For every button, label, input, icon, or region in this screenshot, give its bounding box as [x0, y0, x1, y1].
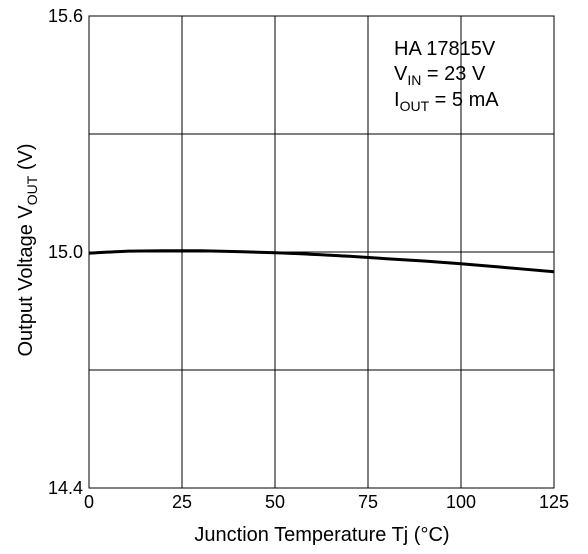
annotation-model: HA 17815V: [394, 38, 496, 60]
x-tick-label: 25: [172, 492, 192, 512]
y-axis-label: Output Voltage VOUT (V): [15, 143, 40, 356]
y-tick-label: 15.0: [48, 242, 83, 262]
x-axis-label: Junction Temperature Tj (°C): [194, 524, 449, 546]
x-tick-label: 125: [539, 492, 569, 512]
x-tick-label: 0: [84, 492, 94, 512]
series-line: [88, 249, 555, 274]
y-axis-ticks: 14.4 15.0 15.6: [48, 6, 83, 498]
x-tick-label: 100: [446, 492, 476, 512]
annotation-iout: IOUT = 5 mA: [394, 89, 499, 114]
x-axis-ticks: 0 25 50 75 100 125: [84, 492, 569, 512]
y-tick-label: 15.6: [48, 6, 83, 26]
annotation-vin: VIN = 23 V: [394, 63, 486, 88]
y-tick-label: 14.4: [48, 478, 83, 498]
x-tick-label: 50: [265, 492, 285, 512]
x-tick-label: 75: [358, 492, 378, 512]
